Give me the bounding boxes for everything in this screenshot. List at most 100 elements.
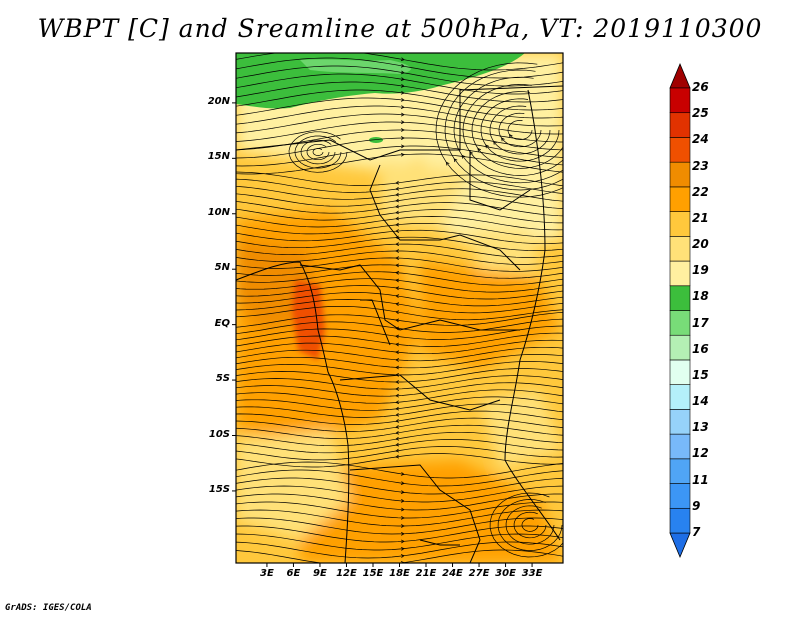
streamline-arrow: [400, 524, 405, 528]
streamline: [236, 53, 563, 71]
streamline: [497, 499, 563, 551]
streamline-arrow: [493, 140, 497, 145]
streamline: [236, 396, 563, 411]
streamline-arrow: [477, 147, 482, 152]
streamline: [236, 222, 563, 238]
border-sahel: [236, 85, 563, 161]
lon-label: 27E: [468, 568, 490, 579]
streamline-arrow: [395, 249, 400, 253]
field-pale-horn: [470, 230, 540, 270]
streamline-arrow: [395, 380, 400, 384]
streamline: [236, 485, 563, 503]
streamline: [236, 417, 563, 432]
streamline-arrow: [395, 393, 400, 398]
streamline-arrow: [395, 216, 400, 221]
lat-label: 5N: [214, 262, 230, 274]
colorbar-level-label: 20: [692, 237, 709, 252]
colorbar-swatch: [669, 384, 691, 410]
streamline: [236, 424, 563, 440]
streamline: [498, 112, 542, 148]
streamline-arrow: [395, 365, 400, 370]
colorbar-bottom-triangle: [669, 532, 691, 559]
colorbar-swatch: [669, 186, 691, 212]
streamline-arrow: [395, 310, 400, 315]
streamline: [236, 325, 563, 341]
colorbar-top-triangle: [669, 62, 691, 89]
lat-label: 20N: [207, 95, 230, 107]
streamline-arrow: [395, 436, 400, 441]
colorbar-swatch: [669, 260, 691, 287]
lon-label: 3E: [260, 568, 274, 579]
streamline: [236, 509, 563, 527]
streamline: [236, 389, 563, 404]
streamline: [236, 229, 563, 245]
field-orange-east: [420, 260, 560, 370]
colorbar-swatch: [669, 137, 691, 163]
streamline: [480, 98, 560, 162]
streamline: [507, 120, 533, 140]
border-southern-tip: [419, 539, 460, 546]
streamline: [236, 439, 563, 454]
streamline: [236, 236, 563, 251]
colorbar-level-label: 15: [692, 367, 709, 382]
colorbar-swatch: [669, 433, 691, 460]
streamline-arrow: [400, 499, 405, 503]
streamline: [489, 105, 551, 155]
streamline: [236, 533, 563, 551]
lon-label: 33E: [521, 568, 543, 579]
streamline-arrow: [395, 192, 400, 197]
streamline-arrow: [400, 539, 405, 544]
colorbar-level-label: 16: [692, 341, 709, 356]
colorbar-swatch: [669, 211, 691, 237]
coastline-west: [236, 261, 350, 563]
colorbar-swatch: [669, 483, 691, 509]
streamline-arrow: [395, 406, 400, 411]
streamline-arrow: [461, 154, 466, 159]
streamline: [236, 208, 563, 224]
colorbar-level-label: 22: [692, 184, 709, 199]
streamline-arrow: [395, 454, 400, 459]
colorbar-level-label: 21: [692, 210, 709, 225]
streamline: [236, 461, 563, 479]
coastline-east: [504, 89, 561, 541]
streamline: [236, 271, 563, 286]
field-pale-sahel: [380, 160, 470, 230]
streamline: [236, 216, 563, 231]
streamline-arrow: [395, 412, 400, 417]
streamline: [236, 446, 563, 461]
lon-label: 18E: [389, 568, 410, 579]
streamline: [236, 292, 563, 307]
streamline: [236, 332, 563, 347]
colorbar-level-label: 17: [692, 315, 709, 330]
streamline: [288, 131, 348, 173]
colorbar-level-label: 11: [692, 472, 709, 487]
colorbar-swatch: [669, 87, 691, 114]
lon-label: 21E: [415, 568, 437, 579]
field-orange-south: [300, 460, 563, 563]
lon-label: 12E: [336, 568, 357, 579]
streamline: [236, 299, 563, 314]
streamline-arrow: [400, 63, 405, 68]
lon-label: 9E: [313, 568, 327, 579]
streamline-arrow: [395, 256, 400, 260]
streamlines-layer: [236, 53, 563, 563]
axis-ticks: [232, 102, 533, 567]
streamline-arrow: [400, 490, 405, 494]
wbpt-shaded-field: [236, 53, 563, 563]
streamline-arrow: [395, 342, 400, 347]
streamline-arrow: [395, 270, 400, 275]
streamline: [513, 511, 547, 539]
colorbar-level-label: 9: [692, 498, 701, 513]
border-congo: [360, 299, 391, 346]
lat-label: 15S: [208, 483, 230, 495]
streamline: [236, 541, 563, 559]
streamline-arrow: [395, 419, 400, 423]
colorbar-level-label: 24: [692, 132, 709, 147]
streamline-arrow: [395, 350, 400, 355]
field-cream-northeast: [420, 110, 563, 250]
streamline: [236, 257, 563, 272]
streamline: [236, 403, 563, 418]
streamline: [471, 91, 563, 169]
colorbar-level-label: 7: [692, 525, 701, 539]
